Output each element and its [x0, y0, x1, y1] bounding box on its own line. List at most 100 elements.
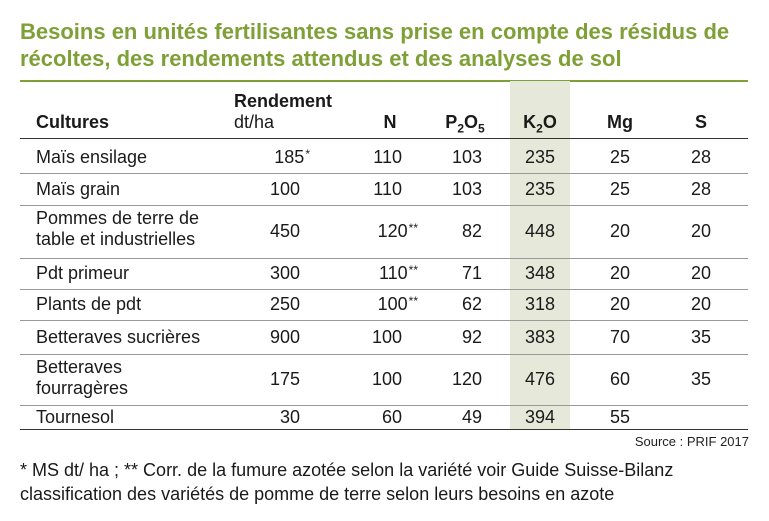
culture-label: Tournesol [36, 406, 115, 427]
mg-value: 20 [609, 294, 631, 314]
s-value: 35 [690, 326, 712, 347]
n-value: 110 [360, 147, 402, 168]
n-value: 100 [360, 369, 402, 390]
culture-label: Maïs ensilage [36, 147, 148, 167]
p2o5-value: 82 [461, 221, 482, 241]
n-number: 110 [378, 263, 408, 283]
n-value: 120** [360, 221, 418, 242]
footnote-mark: ** [408, 263, 418, 277]
n-number: 110 [373, 178, 402, 199]
row-separator [20, 205, 748, 206]
footnote-line-1: * MS dt/ ha ; ** Corr. de la fumure azot… [20, 460, 674, 480]
n-value: 110** [360, 263, 418, 284]
footnote: * MS dt/ ha ; ** Corr. de la fumure azot… [20, 458, 760, 506]
n-value: 60 [360, 407, 402, 428]
k2o-value: 383 [524, 326, 556, 347]
n-value: 100** [360, 294, 418, 315]
culture-label: Plants de pdt [36, 294, 142, 314]
p2o5-value: 62 [461, 294, 482, 314]
mg-value: 25 [609, 178, 631, 199]
s-value: 20 [690, 221, 712, 241]
culture-label: table et industrielles [36, 229, 196, 249]
rendement-number: 300 [269, 263, 300, 283]
n-number: 120 [377, 221, 408, 241]
header-n: N [383, 112, 397, 132]
header-s: S [694, 112, 707, 132]
header-p2o5: P2O5 [445, 112, 485, 136]
n-value: 100 [360, 327, 402, 348]
p2o5-value: 49 [461, 406, 482, 427]
culture-label: Pommes de terre de [36, 208, 200, 228]
mg-value: 20 [609, 263, 631, 283]
p2o5-value: 103 [451, 147, 482, 167]
rendement-number: 900 [269, 326, 300, 347]
mg-value: 70 [609, 326, 631, 347]
k2o-value: 348 [524, 263, 556, 283]
culture-label: fourragères [36, 378, 129, 398]
p2o5-value: 92 [461, 326, 482, 347]
culture-label: Betteraves sucrières [36, 326, 201, 347]
n-value: 110 [360, 179, 402, 200]
n-number: 100 [371, 326, 402, 347]
row-separator [20, 405, 748, 406]
s-value: 20 [690, 294, 712, 314]
k2o-value: 476 [524, 369, 556, 389]
rendement-value: 300 [250, 263, 300, 284]
row-separator [20, 320, 748, 321]
footnote-mark: ** [408, 294, 418, 308]
row-separator [20, 289, 748, 290]
mg-value: 20 [609, 221, 631, 241]
source-note: Source : PRIF 2017 [634, 434, 749, 449]
header-cultures: Cultures [36, 112, 110, 132]
rendement-value: 100 [250, 179, 300, 200]
header-mg: Mg [607, 112, 633, 132]
p2o5-value: 120 [451, 369, 482, 389]
k2o-value: 448 [524, 221, 556, 241]
k2o-value: 235 [524, 147, 556, 167]
s-value: 28 [690, 147, 712, 167]
header-rule [20, 138, 748, 139]
mg-value: 25 [609, 147, 631, 167]
rendement-value: 450 [250, 221, 300, 242]
p2o5-value: 71 [461, 263, 482, 283]
k2o-value: 318 [524, 294, 556, 314]
rendement-value: 30 [250, 407, 300, 428]
footnote-mark: ** [408, 221, 418, 235]
rendement-value: 185* [250, 147, 310, 168]
rendement-number: 185 [274, 147, 305, 167]
row-separator [20, 173, 748, 174]
s-value: 35 [690, 369, 712, 389]
rendement-number: 100 [269, 178, 300, 199]
n-number: 110 [373, 147, 402, 167]
k2o-value: 394 [524, 406, 556, 427]
k2o-value: 235 [524, 178, 556, 199]
s-value: 20 [690, 263, 712, 283]
header-k2o: K2O [523, 112, 557, 136]
mg-value: 60 [609, 369, 631, 389]
title-rule [20, 80, 748, 82]
n-number: 100 [371, 369, 402, 389]
s-value: 28 [690, 178, 712, 199]
table-title: Besoins en unités fertilisantes sans pri… [20, 19, 730, 71]
rendement-value: 175 [250, 369, 300, 390]
n-number: 60 [381, 406, 402, 427]
n-number: 100 [377, 294, 408, 314]
header-rendement-unit: dt/ha [234, 112, 275, 132]
rendement-value: 250 [250, 294, 300, 315]
p2o5-value: 103 [451, 178, 482, 199]
row-separator [20, 354, 748, 355]
rendement-number: 30 [279, 406, 300, 427]
mg-value: 55 [609, 406, 631, 427]
rendement-value: 900 [250, 327, 300, 348]
culture-label: Maïs grain [36, 178, 121, 199]
footnote-mark: * [305, 147, 310, 161]
footnote-line-2: classification des variétés de pomme de … [20, 484, 615, 504]
header-rendement: Rendement [234, 91, 333, 111]
culture-label: Betteraves [36, 357, 123, 377]
row-separator [20, 258, 748, 259]
k2o-column-highlight [510, 81, 570, 429]
rendement-number: 175 [269, 369, 300, 389]
table-bottom-rule [20, 429, 748, 430]
rendement-number: 250 [269, 294, 300, 314]
culture-label: Pdt primeur [36, 263, 130, 283]
